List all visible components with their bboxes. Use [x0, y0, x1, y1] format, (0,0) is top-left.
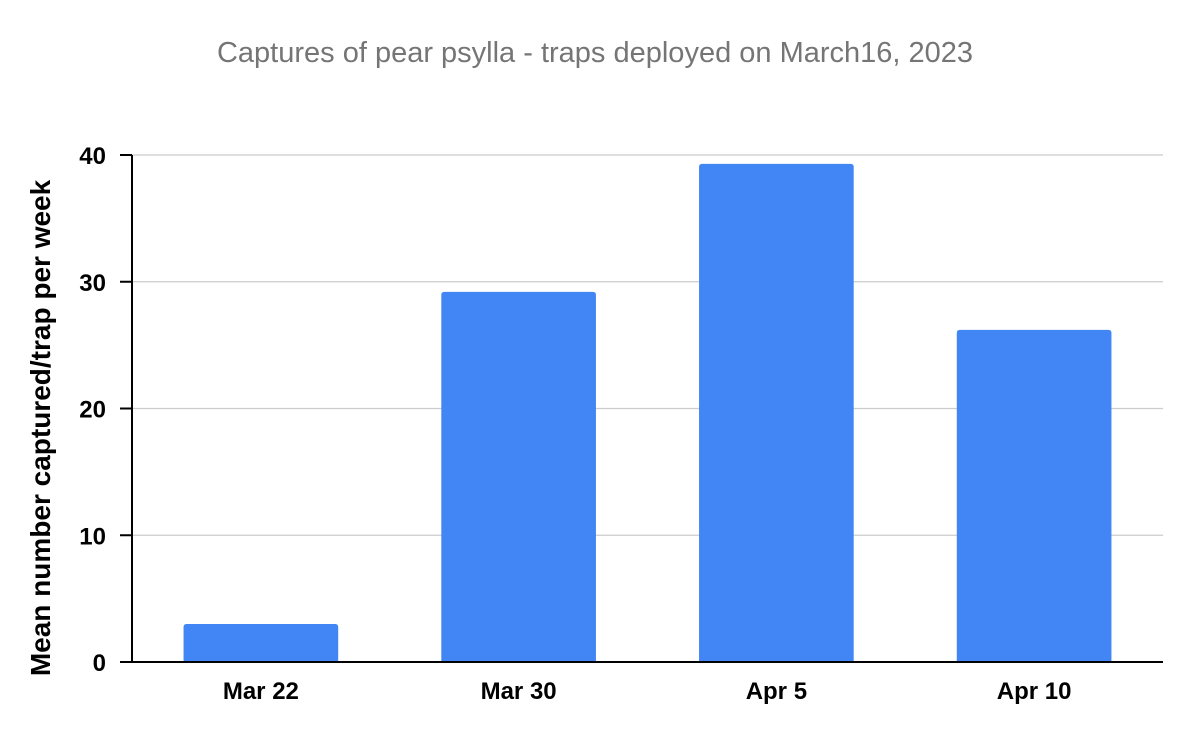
y-tick-label: 40	[79, 143, 106, 170]
y-tick-label: 10	[79, 523, 106, 550]
x-tick-labels: Mar 22 Mar 30 Apr 5 Apr 10	[223, 678, 1072, 705]
y-axis-label: Mean number captured/trap per week	[25, 179, 56, 676]
x-tick-label: Mar 22	[223, 678, 299, 705]
bar-apr-10	[956, 329, 1112, 662]
bar-mar-22	[183, 623, 339, 662]
y-tick-label: 0	[93, 650, 106, 677]
x-tick-label: Apr 5	[746, 678, 807, 705]
bar-mar-30	[441, 291, 596, 662]
y-tick-label: 20	[79, 397, 106, 424]
axes	[120, 154, 1163, 663]
chart-title: Captures of pear psylla - traps deployed…	[217, 37, 973, 69]
y-tick-label: 30	[79, 270, 106, 297]
x-tick-label: Apr 10	[997, 678, 1072, 705]
x-tick-label: Mar 30	[481, 678, 557, 705]
bar-apr-5	[699, 163, 854, 662]
bars	[183, 163, 1112, 662]
y-tick-labels: 0 10 20 30 40	[79, 143, 106, 677]
